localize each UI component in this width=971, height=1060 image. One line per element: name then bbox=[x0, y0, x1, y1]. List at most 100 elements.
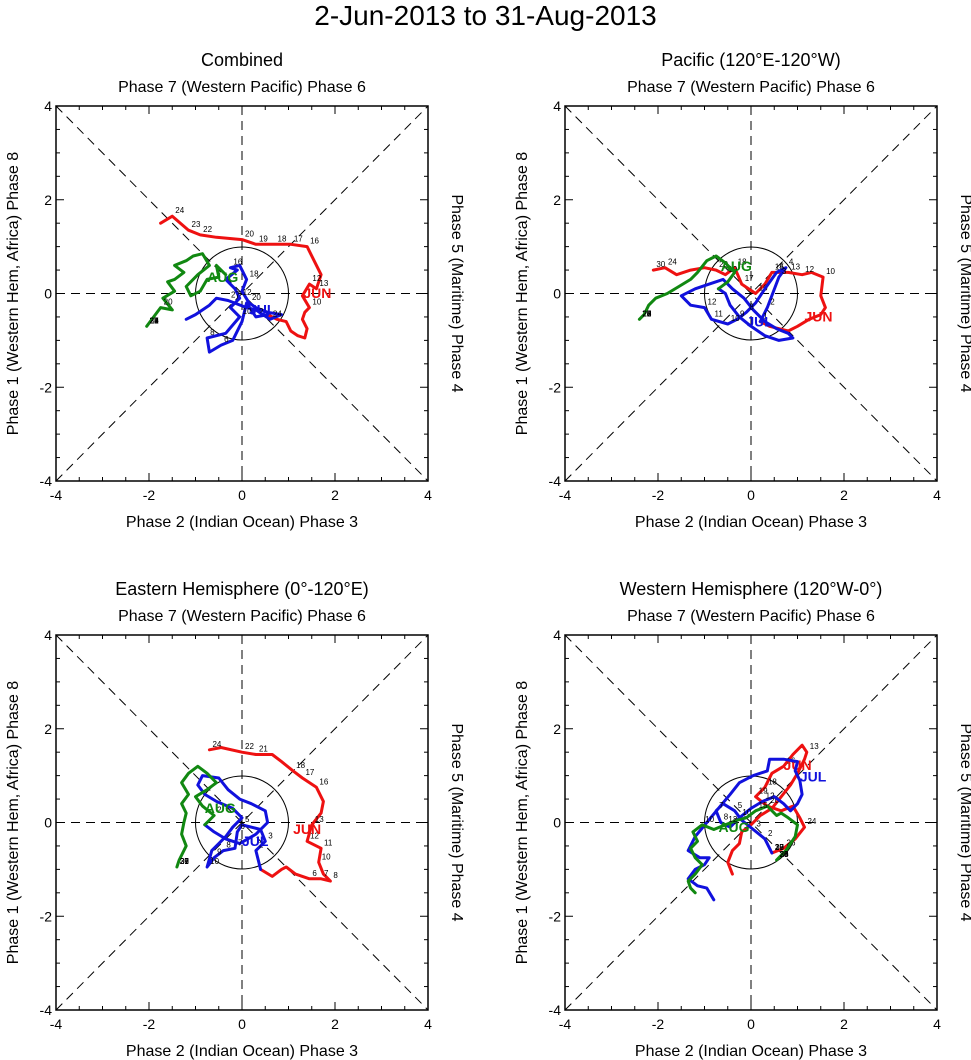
day-label: 7 bbox=[324, 869, 329, 878]
day-label: 20 bbox=[642, 309, 651, 318]
day-label: 12 bbox=[728, 815, 737, 824]
day-label: 20 bbox=[252, 293, 261, 302]
diagonal-line bbox=[55, 105, 429, 482]
day-label: 26 bbox=[642, 309, 651, 318]
day-label: 6 bbox=[224, 335, 229, 344]
x-tick-label: 4 bbox=[424, 1016, 432, 1032]
panel-title: Western Hemisphere (120°W-0°) bbox=[620, 579, 883, 599]
x-tick-label: -4 bbox=[50, 487, 63, 503]
day-label: 18 bbox=[250, 269, 259, 278]
day-label: 1 bbox=[763, 312, 768, 321]
x-tick-label: -4 bbox=[559, 487, 572, 503]
diagonal-line bbox=[564, 634, 938, 1011]
series-line-jun bbox=[159, 214, 323, 340]
day-label: 30 bbox=[780, 850, 789, 859]
day-label: 18 bbox=[738, 258, 747, 267]
day-label: 13 bbox=[315, 815, 324, 824]
day-label: 3 bbox=[782, 267, 787, 276]
day-label: 22 bbox=[150, 316, 159, 325]
day-label: 12 bbox=[766, 791, 775, 800]
diagonal-line bbox=[564, 105, 938, 482]
day-label: 18 bbox=[296, 761, 305, 770]
day-label: 29 bbox=[775, 843, 784, 852]
x-tick-label: -4 bbox=[559, 1016, 572, 1032]
y-tick-label: -4 bbox=[40, 1002, 53, 1018]
day-label: 29 bbox=[150, 316, 159, 325]
day-label: 10 bbox=[322, 852, 331, 861]
day-label: 5 bbox=[780, 262, 785, 271]
month-label-jun: JUN bbox=[293, 821, 321, 837]
day-label: 18 bbox=[768, 777, 777, 786]
day-label: 10 bbox=[742, 808, 751, 817]
day-label: 14 bbox=[775, 262, 784, 271]
right-axis-label: Phase 5 (Maritime) Phase 4 bbox=[957, 194, 971, 392]
left-axis-label: Phase 1 (Western Hem, Africa) Phase 8 bbox=[514, 152, 531, 435]
month-label-jul: JUL bbox=[800, 769, 827, 785]
y-tick-label: -4 bbox=[549, 1002, 562, 1018]
day-label: 20 bbox=[719, 260, 728, 269]
x-tick-label: 0 bbox=[238, 1016, 246, 1032]
day-label: 26 bbox=[780, 850, 789, 859]
day-label: 24 bbox=[175, 206, 184, 215]
day-label: 6 bbox=[240, 822, 245, 831]
y-tick-label: 0 bbox=[553, 286, 561, 302]
day-label: 8 bbox=[749, 302, 754, 311]
month-label-aug: AUG bbox=[718, 819, 749, 835]
day-label: 28 bbox=[642, 309, 651, 318]
series-line-jun bbox=[651, 266, 827, 333]
x-tick-label: 0 bbox=[747, 1016, 755, 1032]
x-tick-label: 0 bbox=[747, 487, 755, 503]
day-label: 12 bbox=[310, 831, 319, 840]
series-line-jun bbox=[726, 743, 809, 876]
top-axis-label: Phase 7 (Western Pacific) Phase 6 bbox=[627, 608, 875, 625]
day-label: 27 bbox=[180, 857, 189, 866]
day-label: 24 bbox=[668, 258, 677, 267]
x-tick-label: -2 bbox=[652, 1016, 665, 1032]
x-tick-label: 2 bbox=[331, 1016, 339, 1032]
day-label: 10 bbox=[210, 857, 219, 866]
month-label-jun: JUN bbox=[804, 309, 832, 325]
x-tick-label: 2 bbox=[331, 487, 339, 503]
y-tick-label: 4 bbox=[553, 627, 561, 643]
month-label-jun: JUN bbox=[303, 285, 331, 301]
x-tick-label: 4 bbox=[424, 487, 432, 503]
panel-title: Pacific (120°E-120°W) bbox=[661, 50, 840, 70]
day-label: 27 bbox=[775, 843, 784, 852]
day-label: 22 bbox=[203, 225, 212, 234]
day-label: 10 bbox=[826, 267, 835, 276]
phase-diagram-pacific: Pacific (120°E-120°W) Phase 7 (Western Pa… bbox=[514, 50, 971, 531]
day-label: 12 bbox=[708, 298, 717, 307]
day-label: 24 bbox=[642, 309, 651, 318]
day-label: 22 bbox=[245, 742, 254, 751]
day-label: 2 bbox=[217, 805, 222, 814]
diagonal-line bbox=[564, 105, 938, 482]
right-axis-label: Phase 5 (Maritime) Phase 4 bbox=[448, 723, 465, 921]
series-line-aug bbox=[637, 254, 737, 321]
top-axis-label: Phase 7 (Western Pacific) Phase 6 bbox=[118, 79, 366, 96]
phase-diagram-combined: Combined Phase 7 (Western Pacific) Phase … bbox=[5, 50, 465, 531]
y-tick-label: -4 bbox=[40, 473, 53, 489]
day-label: 13 bbox=[791, 262, 800, 271]
day-label: 6 bbox=[312, 869, 317, 878]
y-tick-label: -2 bbox=[40, 379, 53, 395]
x-tick-label: -2 bbox=[652, 487, 665, 503]
top-axis-label: Phase 7 (Western Pacific) Phase 6 bbox=[627, 79, 875, 96]
y-tick-label: 0 bbox=[44, 815, 52, 831]
x-tick-label: 0 bbox=[238, 487, 246, 503]
y-tick-label: -4 bbox=[549, 473, 562, 489]
day-label: 28 bbox=[180, 857, 189, 866]
y-tick-label: 2 bbox=[553, 721, 561, 737]
day-label: 25 bbox=[642, 309, 651, 318]
day-label: 12 bbox=[312, 274, 321, 283]
day-label: 11 bbox=[324, 838, 333, 847]
day-label: 10 bbox=[731, 314, 740, 323]
day-label: 31 bbox=[150, 316, 159, 325]
day-label: 9 bbox=[740, 309, 745, 318]
day-label: 30 bbox=[775, 843, 784, 852]
day-label: 19 bbox=[759, 787, 768, 796]
day-label: 28 bbox=[780, 850, 789, 859]
month-label-aug: AUG bbox=[205, 800, 236, 816]
day-label: 24 bbox=[150, 316, 159, 325]
y-tick-label: 0 bbox=[44, 286, 52, 302]
day-label: 21 bbox=[259, 745, 268, 754]
